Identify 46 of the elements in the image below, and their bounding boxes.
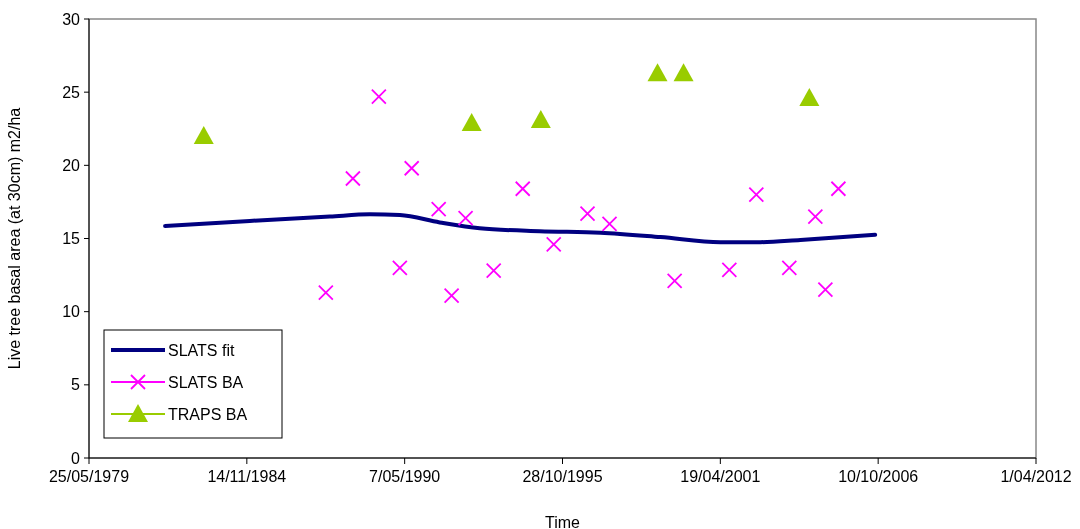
point [485, 262, 502, 279]
point [430, 201, 447, 218]
point [807, 208, 824, 225]
x-tick-label: 1/04/2012 [1000, 468, 1072, 485]
legend-label: TRAPS BA [168, 405, 248, 423]
x-axis-title: Time [545, 514, 581, 529]
y-tick-label: 30 [62, 10, 81, 28]
point [345, 170, 361, 187]
x-tick-label: 28/10/1995 [522, 468, 603, 485]
legend-label: SLATS BA [168, 373, 244, 391]
y-tick-label: 15 [62, 230, 81, 248]
point [317, 284, 334, 301]
point [403, 160, 420, 177]
point [799, 88, 820, 107]
point [781, 259, 798, 276]
x-tick-label: 10/10/2006 [838, 468, 919, 485]
point [601, 215, 618, 232]
point [457, 210, 474, 226]
y-tick-label: 20 [62, 156, 81, 174]
point [647, 63, 668, 82]
x-tick-label: 7/05/1990 [369, 468, 441, 485]
y-tick-label: 5 [71, 376, 81, 394]
point [666, 273, 683, 289]
point [721, 262, 738, 278]
point [193, 126, 214, 145]
point [530, 109, 551, 128]
y-tick-label: 10 [62, 303, 81, 321]
point [391, 259, 408, 276]
x-tick-label: 14/11/1984 [207, 468, 287, 485]
legend-label: SLATS fit [168, 341, 235, 359]
point [545, 236, 562, 253]
point [370, 88, 387, 105]
x-tick-label: 19/04/2001 [680, 468, 761, 485]
point [461, 112, 482, 131]
point [817, 281, 834, 298]
point [514, 180, 531, 197]
x-tick-label: 25/05/1979 [48, 468, 130, 485]
y-axis-title: Live tree basal area (at 30cm) m2/ha [6, 107, 23, 370]
point [579, 205, 596, 222]
y-tick-label: 0 [71, 449, 81, 467]
point [673, 63, 694, 82]
line-series [163, 212, 878, 245]
point [443, 287, 460, 304]
y-tick-label: 25 [62, 83, 81, 101]
point [748, 186, 765, 203]
point [830, 180, 847, 197]
